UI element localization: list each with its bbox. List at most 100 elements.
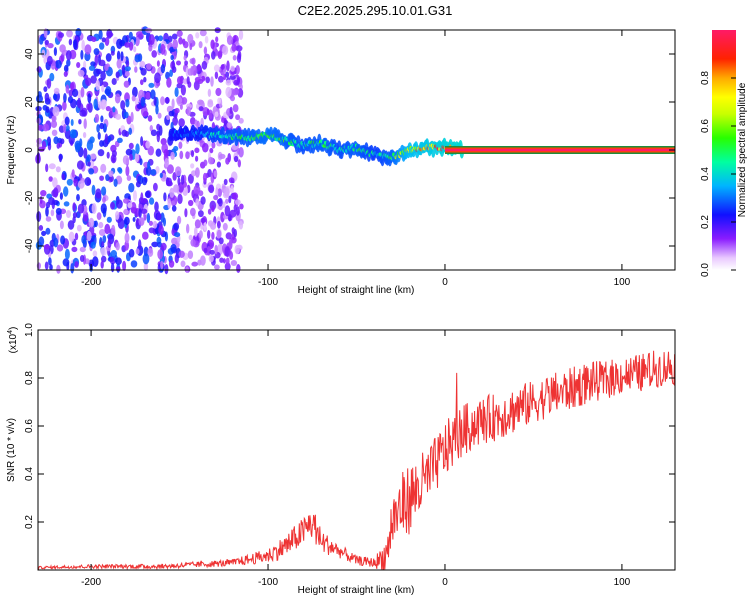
spectrogram-noise-cell bbox=[231, 192, 239, 200]
spectrogram-noise-cell bbox=[49, 72, 55, 82]
spectrogram-noise-cell bbox=[79, 109, 87, 117]
spectrogram-noise-cell bbox=[45, 206, 49, 217]
spectrogram-noise-cell bbox=[43, 28, 48, 38]
spectrogram-noise-cell bbox=[232, 55, 237, 61]
spectrogram-noise-cell bbox=[235, 114, 241, 121]
spectrogram-noise-cell bbox=[234, 199, 241, 205]
spectrogram-xlabel: Height of straight line (km) bbox=[298, 285, 415, 296]
spectrogram-noise-cell bbox=[215, 87, 222, 97]
spectrogram-noise-cell bbox=[56, 142, 61, 149]
spectrogram-noise-cell bbox=[179, 104, 183, 110]
spectrogram-noise-cell bbox=[205, 76, 210, 84]
y-tick-label: 40 bbox=[24, 48, 35, 60]
spectrogram-ylabel: Frequency (Hz) bbox=[6, 116, 17, 185]
spectrogram-noise-cell bbox=[142, 231, 149, 240]
spectrogram-noise-cell bbox=[77, 180, 85, 189]
spectrogram-noise-cell bbox=[163, 192, 167, 202]
spectrogram-noise-cell bbox=[190, 150, 195, 158]
spectrogram-noise-cell bbox=[40, 190, 47, 197]
snr-xlabel: Height of straight line (km) bbox=[298, 585, 415, 596]
spectrogram-noise-cell bbox=[106, 216, 112, 223]
spectrogram-noise-cell bbox=[126, 175, 132, 182]
y-tick-label: 1.0 bbox=[24, 323, 35, 337]
spectrogram-noise-cell bbox=[66, 59, 71, 67]
spectrogram-noise-cell bbox=[88, 217, 95, 228]
x-tick-label: -200 bbox=[81, 577, 101, 588]
spectrogram-noise-cell bbox=[202, 172, 208, 183]
spectrogram-noise-cell bbox=[149, 197, 155, 205]
spectrogram-noise-cell bbox=[155, 104, 159, 115]
spectrogram-noise-cell bbox=[107, 239, 112, 249]
spectrogram-noise-cell bbox=[98, 221, 104, 229]
spectrogram-noise-cell bbox=[59, 44, 66, 53]
spectrogram-noise-cell bbox=[69, 82, 75, 91]
spectrogram-noise-cell bbox=[177, 215, 182, 225]
spectrogram-noise-cell bbox=[148, 82, 155, 88]
spectrogram-noise-cell bbox=[101, 186, 107, 196]
spectrogram-noise-cell bbox=[97, 132, 101, 140]
carrier-line bbox=[444, 148, 675, 152]
spectrogram-noise-cell bbox=[127, 202, 133, 209]
spectrogram-noise-cell bbox=[206, 108, 210, 116]
spectrogram-noise-cell bbox=[189, 42, 193, 51]
x-tick-label: -100 bbox=[258, 277, 278, 288]
spectrogram-noise-cell bbox=[73, 178, 79, 187]
spectrogram-noise-cell bbox=[99, 42, 105, 50]
spectrogram-noise-cell bbox=[76, 224, 82, 232]
spectrogram-noise-cell bbox=[235, 65, 240, 75]
spectrogram-noise-cell bbox=[203, 247, 208, 254]
spectrogram-noise-cell bbox=[191, 261, 198, 267]
spectrogram-noise-cell bbox=[64, 248, 70, 260]
spectrogram-noise-cell bbox=[140, 208, 148, 214]
spectrogram-noise-cell bbox=[110, 201, 115, 210]
spectrogram-noise-cell bbox=[214, 264, 220, 270]
spectrogram-noise-cell bbox=[154, 72, 161, 84]
spectrogram-noise-cell bbox=[173, 222, 180, 231]
spectrogram-noise-cell bbox=[121, 129, 128, 137]
spectrogram-noise-cell bbox=[150, 169, 157, 176]
spectrogram-noise-cell bbox=[104, 88, 111, 95]
spectrogram-noise-cell bbox=[230, 185, 234, 194]
spectrogram-noise-cell bbox=[174, 107, 180, 114]
spectrogram-noise-cell bbox=[72, 202, 76, 212]
spectrogram-noise-cell bbox=[85, 77, 92, 86]
spectrogram-frame bbox=[37, 29, 676, 271]
spectrogram-noise-cell bbox=[38, 236, 45, 247]
spectrogram-noise-cell bbox=[52, 177, 58, 188]
y-tick-label: -40 bbox=[24, 238, 35, 253]
spectrogram-noise-cell bbox=[198, 41, 203, 49]
spectrogram-noise-cell bbox=[124, 42, 131, 48]
spectrogram-noise-cell bbox=[94, 113, 100, 123]
spectrogram-noise-cell bbox=[95, 79, 100, 91]
spectrogram-noise-cell bbox=[193, 185, 201, 195]
spectrogram-noise-cell bbox=[53, 237, 59, 248]
spectrogram-noise-cell bbox=[84, 44, 92, 55]
spectrogram-noise-cell bbox=[170, 151, 175, 160]
spectrogram-noise-cell bbox=[47, 55, 53, 65]
spectrogram-noise-cell bbox=[86, 154, 91, 162]
spectrogram-noise-cell bbox=[188, 234, 193, 241]
spectrogram-noise-cell bbox=[84, 177, 92, 186]
spectrogram-noise-cell bbox=[195, 167, 200, 178]
spectrogram-noise-cell bbox=[134, 35, 140, 47]
spectrogram-noise-cell bbox=[222, 222, 228, 231]
spectrogram-noise-cell bbox=[115, 211, 120, 220]
snr-frame bbox=[37, 329, 676, 571]
spectrogram-noise-cell bbox=[138, 239, 142, 251]
spectrogram-noise-cell bbox=[176, 30, 183, 37]
spectrogram-noise-cell bbox=[168, 110, 175, 117]
spectrogram-noise-cell bbox=[158, 225, 164, 235]
spectrogram-noise-cell bbox=[94, 220, 98, 228]
spectrogram-noise-cell bbox=[223, 178, 228, 186]
spectrogram-noise-cell bbox=[195, 155, 199, 162]
spectrogram-noise-cell bbox=[152, 220, 158, 229]
spectrogram-noise-cell bbox=[99, 175, 104, 181]
spectrogram-noise-cell bbox=[120, 51, 124, 62]
spectrogram-noise-cell bbox=[153, 182, 158, 192]
spectrogram-noise-cell bbox=[115, 113, 122, 120]
spectrogram-noise-cell bbox=[224, 246, 231, 258]
spectrogram-noise-cell bbox=[163, 149, 169, 157]
snr-line-group bbox=[37, 350, 676, 571]
spectrogram-noise-cell bbox=[238, 29, 244, 40]
spectrogram-noise-cell bbox=[104, 133, 109, 144]
